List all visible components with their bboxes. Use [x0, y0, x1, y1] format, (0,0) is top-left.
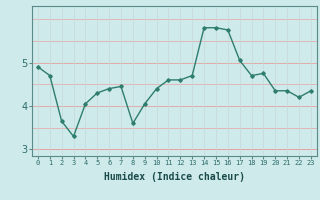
- X-axis label: Humidex (Indice chaleur): Humidex (Indice chaleur): [104, 172, 245, 182]
